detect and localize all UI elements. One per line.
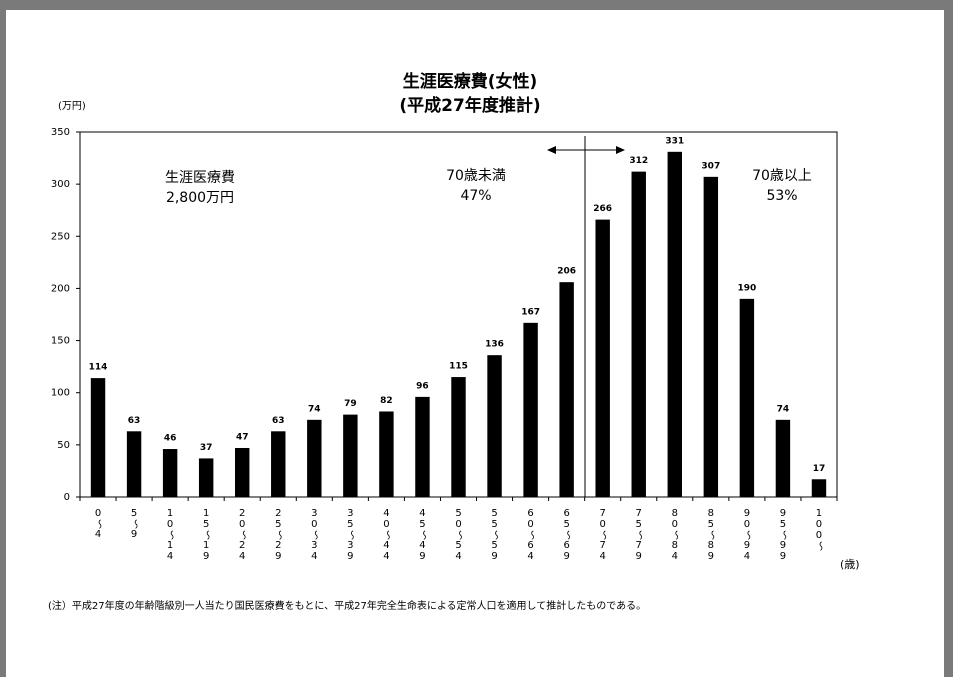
bar [451,377,466,497]
annotation: 47% [460,188,491,204]
arrow-head [547,146,625,154]
annotation: 70歳以上 [752,168,812,184]
annotation: 70歳未満 [446,168,506,184]
paper [6,10,944,677]
x-tick-label: 95～99 [777,508,788,562]
bar [343,414,358,497]
y-tick-label: 150 [51,336,70,347]
data-label: 331 [665,136,684,146]
bar [703,176,719,498]
footnote: (注）平成27年度の年齢階級別一人当たり国民医療費をもとに、平成27年完全生命表… [48,599,646,612]
data-label: 114 [89,363,108,373]
data-label: 37 [200,443,213,453]
x-tick-label: 55～59 [489,508,500,562]
y-axis-label: (万円) [58,101,86,112]
data-label: 266 [593,204,612,214]
x-tick-label: 60～64 [525,508,536,562]
data-label: 74 [777,404,790,414]
x-tick-label: 70～74 [597,508,608,562]
bar [90,378,106,497]
data-label: 82 [380,396,393,406]
bar [126,431,142,497]
data-label: 115 [449,362,468,372]
bar [198,458,214,497]
y-tick-label: 0 [64,492,70,503]
data-label: 79 [344,399,357,409]
bar [271,431,286,497]
bar [235,447,250,497]
x-tick-label: 30～34 [309,508,320,562]
y-tick-label: 200 [51,283,70,294]
annotation: 生涯医療費 [165,169,235,186]
bar [775,419,791,497]
data-label: 206 [557,267,576,277]
x-tick-label: 45～49 [417,508,428,562]
bar [667,151,682,498]
bar [595,219,610,497]
chart-subtitle: (平成27年度推計) [399,95,540,116]
bar [523,322,538,497]
y-tick-label: 100 [51,388,70,399]
data-label: 136 [485,340,504,350]
bar [307,419,322,497]
bar [811,479,827,497]
x-tick-label: 50～54 [453,508,464,562]
x-tick-label: 65～69 [561,508,572,562]
x-tick-label: 40～44 [381,508,392,562]
annotation: 2,800万円 [166,190,234,206]
chart-title: 生涯医療費(女性) [403,71,538,92]
data-label: 167 [521,307,540,317]
bar [631,171,646,497]
x-tick-label: 20～24 [237,508,248,562]
x-tick-label: 25～29 [273,508,284,562]
data-label: 190 [737,283,756,293]
x-tick-label: 100～ [813,508,824,551]
data-label: 47 [236,432,249,442]
x-tick-label: 0～4 [93,508,104,540]
x-tick-label: 90～94 [741,508,752,562]
x-tick-label: 75～79 [633,508,644,562]
bar [162,449,178,497]
data-label: 63 [128,416,141,426]
y-tick-label: 300 [51,179,70,190]
x-axis-label: (歳) [840,558,860,571]
data-label: 63 [272,416,285,426]
data-label: 312 [629,156,648,166]
y-tick-label: 250 [51,231,70,242]
bar [739,298,755,497]
data-label: 17 [813,464,826,474]
x-tick-label: 80～84 [669,508,680,562]
data-label: 96 [416,381,429,391]
x-tick-label: 85～89 [705,508,716,562]
bar [559,282,574,497]
x-tick-label: 5～9 [129,508,140,540]
x-tick-label: 10～14 [165,508,176,562]
data-label: 46 [164,434,177,444]
y-tick-label: 50 [57,440,70,451]
x-tick-label: 35～39 [345,508,356,562]
annotation: 53% [766,188,797,204]
bar [415,396,430,497]
bar [487,355,502,497]
x-tick-label: 15～19 [201,508,212,562]
data-label: 307 [701,161,720,171]
bar [379,411,394,497]
data-label: 74 [308,404,321,414]
y-tick-label: 350 [51,127,70,138]
